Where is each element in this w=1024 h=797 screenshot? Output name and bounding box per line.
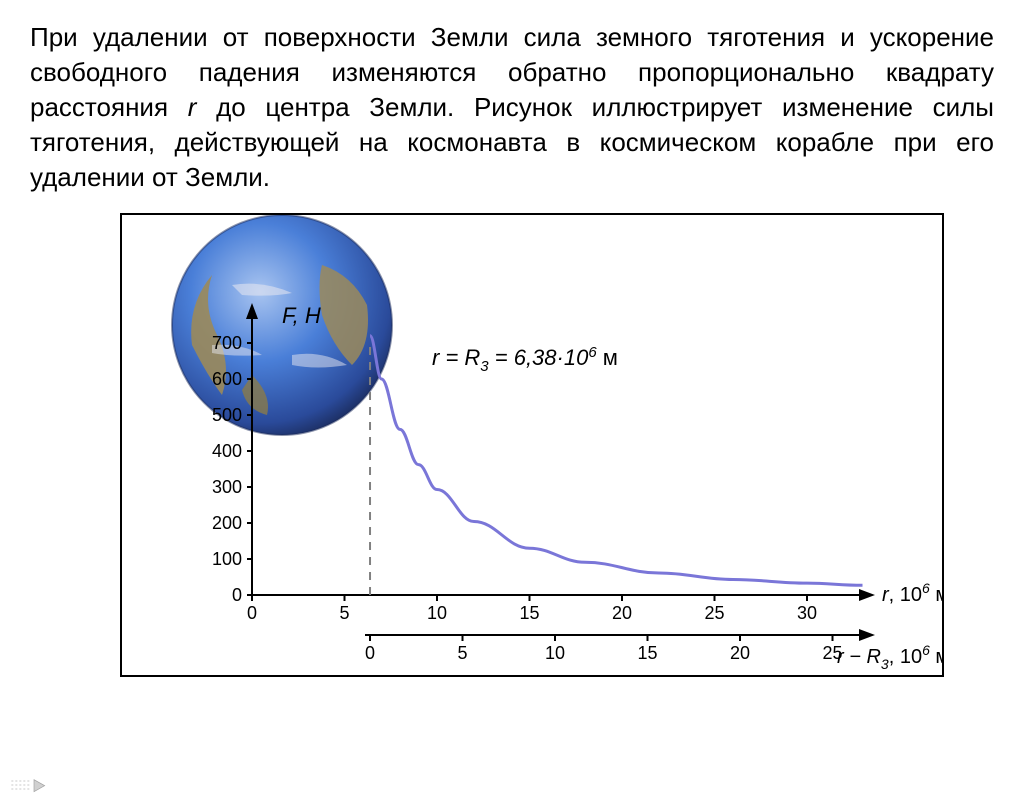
svg-text:10: 10	[427, 603, 447, 623]
x1-axis	[247, 589, 875, 601]
svg-text:25: 25	[704, 603, 724, 623]
x1-axis-ticks: 0 5 10 15 20 25 30	[247, 595, 817, 623]
svg-text:500: 500	[212, 405, 242, 425]
x2-axis	[365, 629, 875, 641]
svg-text:700: 700	[212, 333, 242, 353]
earth-radius-annotation: r = R3 = 6,38·106 м	[432, 344, 618, 375]
x1-axis-label: r, 106 м	[882, 580, 942, 606]
slide-arrow-icon	[10, 777, 50, 797]
x2-axis-label: r − R3, 106 м	[837, 642, 942, 672]
svg-text:600: 600	[212, 369, 242, 389]
svg-text:5: 5	[457, 643, 467, 663]
svg-text:100: 100	[212, 549, 242, 569]
x2-axis-ticks: 0510152025	[365, 635, 843, 663]
svg-text:200: 200	[212, 513, 242, 533]
svg-text:30: 30	[797, 603, 817, 623]
gravity-chart: F, Н 0100200300400500600700 051015202530…	[122, 215, 942, 675]
svg-text:0: 0	[365, 643, 375, 663]
svg-text:5: 5	[339, 603, 349, 623]
gravity-curve	[370, 336, 862, 585]
svg-text:10: 10	[545, 643, 565, 663]
svg-text:20: 20	[730, 643, 750, 663]
svg-text:15: 15	[519, 603, 539, 623]
svg-text:0: 0	[247, 603, 257, 623]
svg-text:400: 400	[212, 441, 242, 461]
intro-paragraph: При удалении от поверхности Земли сила з…	[30, 20, 994, 195]
svg-text:300: 300	[212, 477, 242, 497]
y-axis-label: F, Н	[282, 303, 321, 328]
svg-text:20: 20	[612, 603, 632, 623]
figure-container: F, Н 0100200300400500600700 051015202530…	[120, 213, 944, 677]
svg-text:15: 15	[637, 643, 657, 663]
svg-text:0: 0	[232, 585, 242, 605]
